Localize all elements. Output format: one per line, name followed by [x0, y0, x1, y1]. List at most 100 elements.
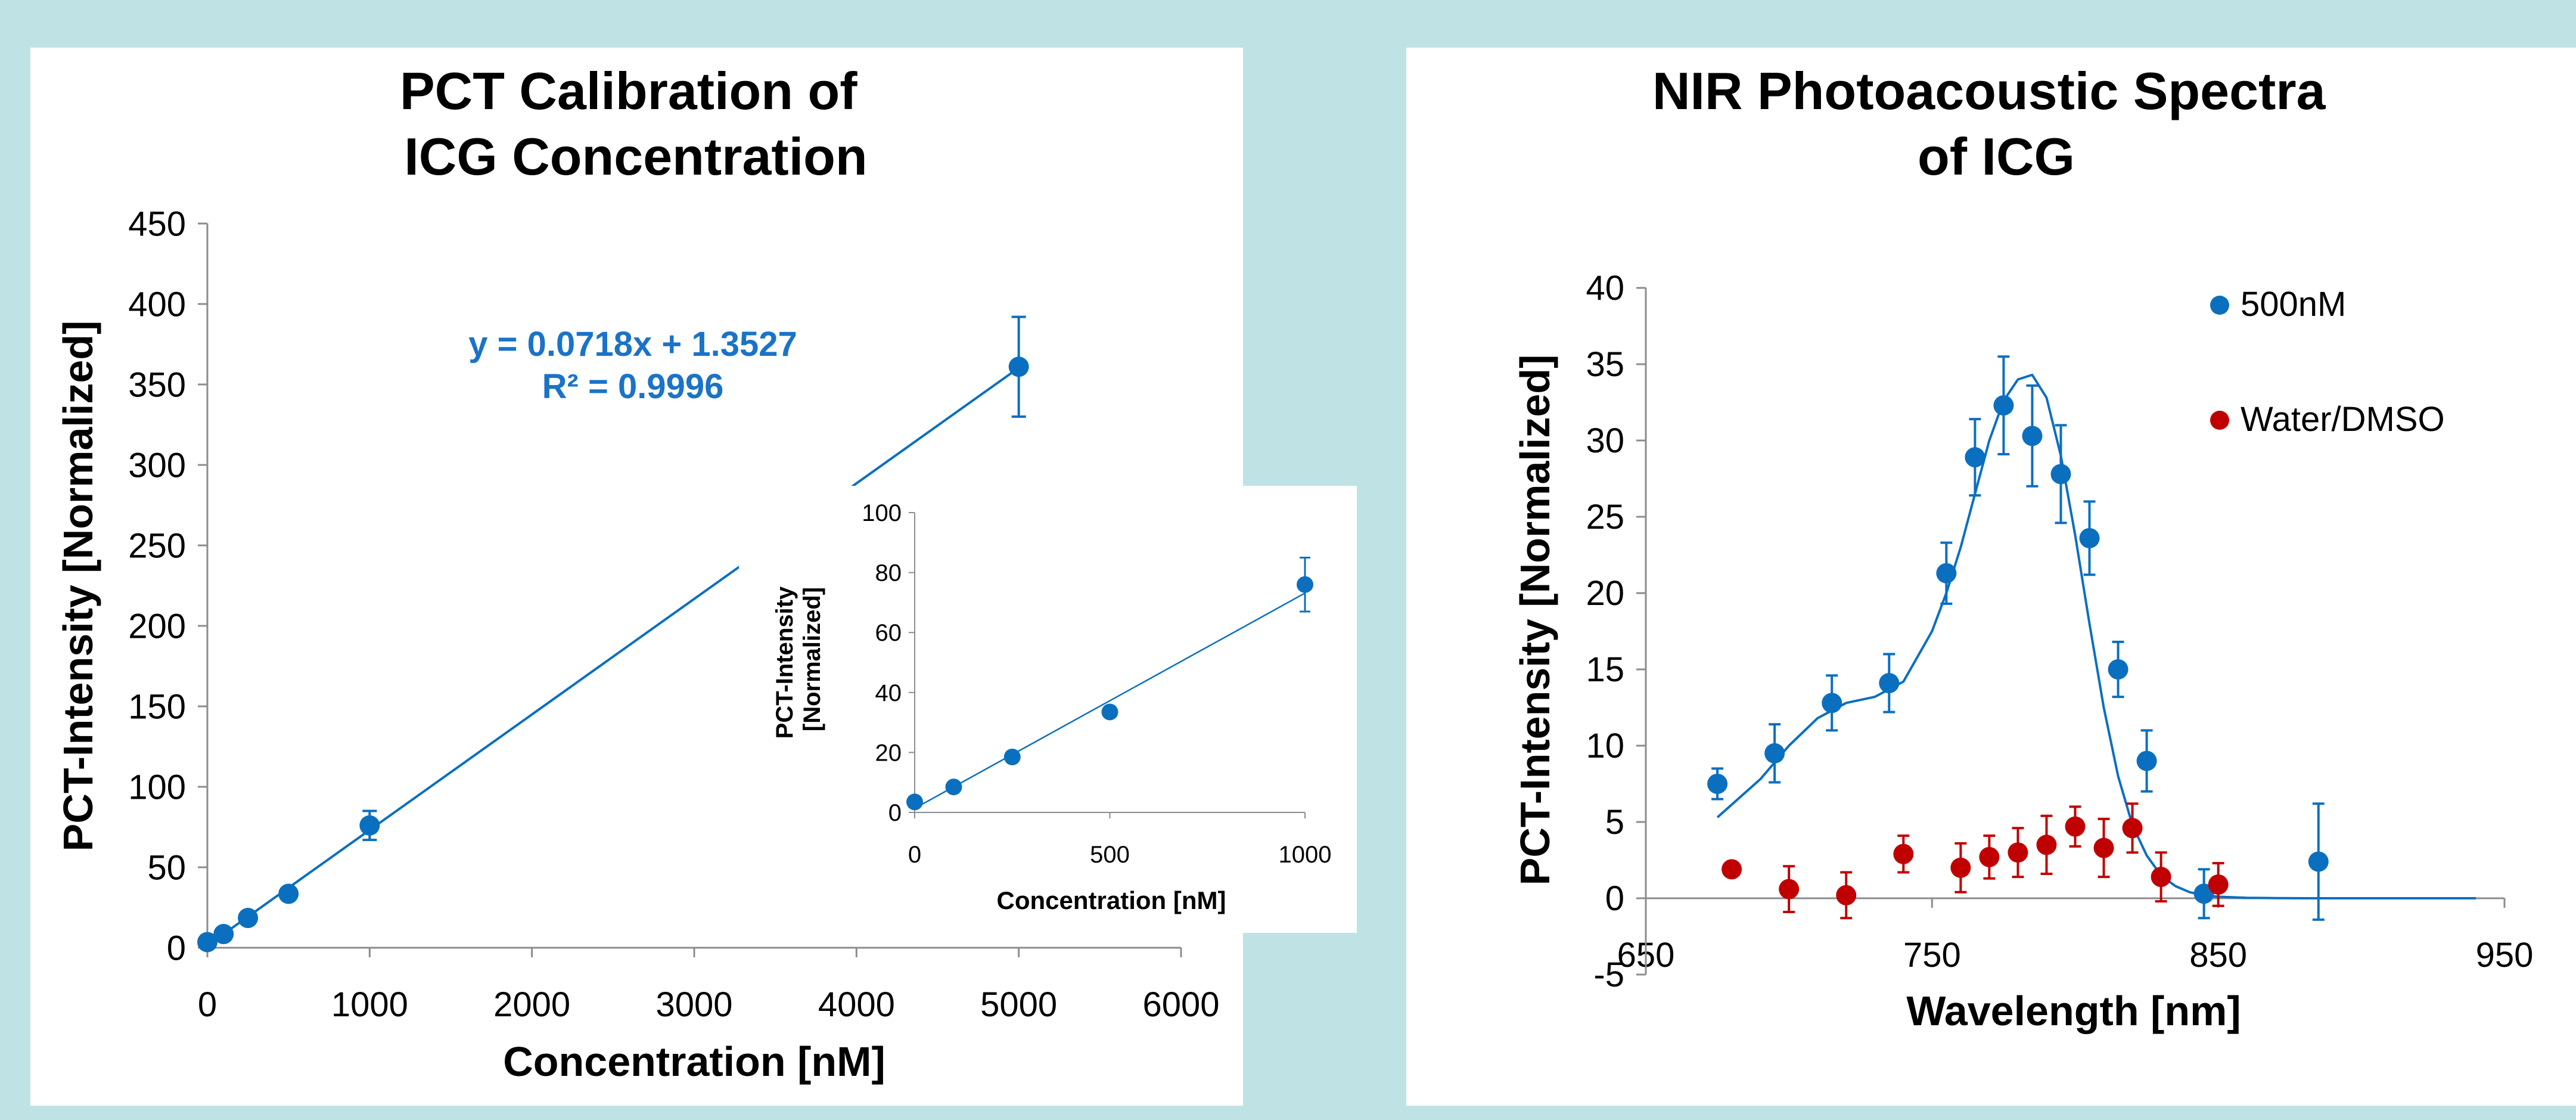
legend-marker-500nm [2210, 296, 2229, 315]
y-tick-label: 80 [875, 560, 902, 587]
inset-point [945, 778, 962, 796]
calibration-y-axis-label: PCT-Intensity [Normalized] [55, 321, 101, 852]
y-tick-label: -5 [1593, 955, 1624, 994]
calibration-point [359, 815, 380, 836]
series-water-dmso-point [2122, 818, 2143, 839]
inset-x-axis-label: Concentration [nM] [997, 886, 1226, 914]
series-500nm-point [2308, 851, 2329, 872]
x-tick-label: 2000 [493, 985, 570, 1024]
series-water-dmso-point [1836, 885, 1857, 905]
calibration-point [278, 883, 299, 904]
calibration-point [1008, 356, 1029, 377]
spectra-title: NIR Photoacoustic Spectra of ICG [1652, 61, 2340, 186]
calibration-point [213, 924, 234, 945]
x-tick-label: 750 [1903, 936, 1961, 975]
x-tick-label: 0 [908, 842, 921, 868]
calibration-trendline [206, 367, 1020, 947]
x-tick-label: 500 [1090, 842, 1130, 868]
series-500nm-point [2050, 464, 2071, 485]
series-500nm-point [2108, 659, 2128, 680]
y-tick-label: 20 [875, 740, 902, 766]
inset-point [1003, 748, 1021, 765]
x-tick-label: 1000 [1279, 842, 1332, 868]
series-water-dmso-point [1779, 879, 1800, 899]
calibration-point [197, 932, 217, 953]
y-tick-label: 35 [1586, 345, 1624, 384]
y-tick-label: 100 [862, 500, 902, 526]
y-tick-label: 40 [875, 680, 902, 706]
calibration-r-squared: R² = 0.9996 [542, 367, 724, 406]
legend-marker-water-dmso [2210, 411, 2229, 430]
series-water-dmso-point [2036, 834, 2057, 855]
y-tick-label: 60 [875, 620, 902, 646]
y-tick-label: 40 [1586, 269, 1624, 308]
y-tick-label: 300 [128, 446, 186, 485]
spectra-chart: NIR Photoacoustic Spectra of ICG -5 0 5 10 1… [1512, 61, 2533, 1034]
series-water-dmso-point [2208, 874, 2229, 895]
y-tick-label: 200 [128, 607, 186, 646]
y-tick-label: 10 [1586, 727, 1624, 765]
y-tick-label: 250 [128, 526, 186, 565]
inset-point [1297, 576, 1313, 593]
spectra-title-line-1: NIR Photoacoustic Spectra [1652, 61, 2326, 120]
inset-point [906, 793, 923, 811]
inset-y-axis-label-line-2: [Normalized] [799, 587, 825, 731]
y-tick-label: 15 [1586, 650, 1624, 689]
series-water-dmso-point [2093, 837, 2114, 858]
y-tick-label: 100 [128, 768, 186, 806]
x-tick-label: 5000 [980, 985, 1057, 1024]
series-500nm-point [1822, 693, 1842, 713]
y-tick-label: 25 [1586, 498, 1624, 536]
series-500nm-point [1993, 395, 2014, 416]
y-tick-label: 150 [128, 687, 186, 726]
right-panel [1406, 48, 2576, 1106]
y-tick-label: 0 [1605, 879, 1624, 918]
y-tick-label: 30 [1586, 421, 1624, 460]
y-tick-label: 0 [167, 929, 186, 967]
y-tick-label: 5 [1605, 803, 1624, 842]
series-500nm-point [2079, 528, 2100, 548]
legend-label-500nm: 500nM [2241, 285, 2346, 324]
calibration-point [238, 908, 259, 929]
legend-label-water-dmso: Water/DMSO [2241, 400, 2445, 439]
series-water-dmso-point [1722, 859, 1742, 880]
x-tick-label: 950 [2476, 936, 2534, 975]
inset-y-axis-label: PCT-Intensity [Normalized] [772, 580, 825, 739]
spectra-title-line-2: of ICG [1918, 127, 2075, 186]
spectra-legend: 500nM Water/DMSO [2210, 285, 2445, 439]
x-tick-label: 4000 [818, 985, 895, 1024]
x-tick-label: 1000 [331, 985, 408, 1024]
series-water-dmso-point [2151, 867, 2171, 888]
y-tick-label: 50 [147, 848, 186, 887]
series-water-dmso-point [1893, 843, 1914, 864]
inset-point [1101, 703, 1118, 721]
y-tick-label: 20 [1586, 574, 1624, 613]
x-tick-label: 850 [2189, 936, 2247, 975]
x-tick-label: 0 [198, 985, 217, 1024]
series-500nm-point [1764, 743, 1785, 764]
series-500nm-point [2136, 750, 2157, 771]
series-water-dmso-point [2008, 842, 2028, 863]
calibration-title: PCT Calibration of ICG Concentration [400, 61, 872, 186]
inset-panel [739, 486, 1357, 933]
spectra-y-axis-label: PCT-Intensity [Normalized] [1512, 355, 1558, 886]
series-water-dmso-point [2065, 816, 2086, 837]
calibration-title-line-2: ICG Concentration [404, 127, 867, 186]
y-tick-label: 400 [128, 285, 186, 324]
calibration-chart: PCT Calibration of ICG Concentration 0 50… [55, 61, 1220, 1085]
inset-chart: 0 20 40 60 80 100 0 500 1000 Concentration [nM]… [772, 500, 1331, 914]
series-water-dmso-point [1950, 857, 1971, 878]
spectra-x-axis-label: Wavelength [nm] [1906, 988, 2241, 1034]
calibration-title-line-1: PCT Calibration of [400, 61, 857, 120]
series-500nm-point [1879, 673, 1900, 694]
series-500nm-point [1965, 447, 1985, 468]
y-tick-label: 350 [128, 365, 186, 404]
inset-trendline [914, 592, 1306, 809]
calibration-x-axis-label: Concentration [nM] [503, 1038, 885, 1085]
series-500nm-point [1936, 563, 1957, 584]
inset-y-axis-label-line-1: PCT-Intensity [772, 586, 798, 739]
y-tick-label: 0 [888, 800, 902, 826]
series-500nm-point [1707, 774, 1728, 794]
series-500nm-point [2022, 426, 2043, 446]
